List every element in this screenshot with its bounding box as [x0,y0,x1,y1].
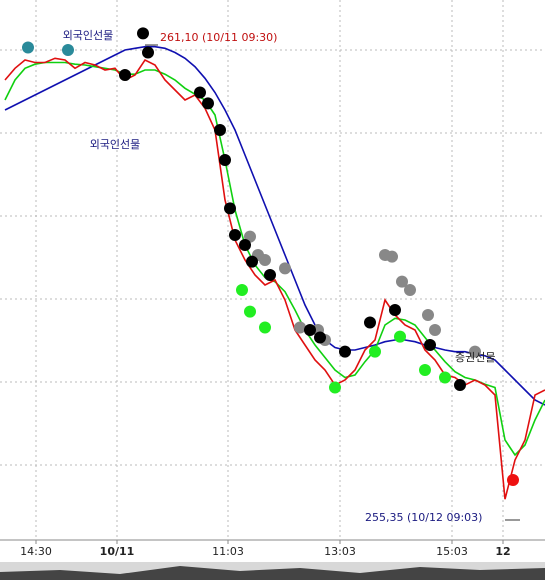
dot-marker [394,330,406,343]
dot-marker [507,474,519,486]
annotation: 255,35 (10/12 09:03) [365,511,482,524]
dot-marker [224,202,236,215]
dot-marker [454,379,466,391]
dot-marker [396,275,408,288]
dot-marker [62,44,74,56]
dot-marker [329,381,341,394]
h-grid [0,49,545,466]
x-tick-label: 12 [495,545,510,558]
dot-marker [304,324,316,336]
x-tick-label: 13:03 [324,545,356,558]
dot-marker [259,254,271,266]
dot-marker [424,339,436,351]
dot-marker [214,124,226,136]
dot-marker [279,262,291,275]
dot-marker [422,309,434,321]
dot-marker [364,316,376,329]
annotation: 외국인선물 [63,29,114,42]
dot-marker [259,321,271,334]
dot-marker [22,41,34,54]
dot-marker [239,239,251,251]
dot-marker [469,345,481,358]
dot-marker [294,321,306,334]
x-tick-label: 14:30 [20,545,52,558]
series-line [4,57,545,500]
dot-marker [246,255,258,268]
x-tick-label: 15:03 [436,545,468,558]
dot-marker [202,97,214,110]
dot-marker [244,305,256,318]
plot [4,0,545,540]
dot-marker [389,304,401,316]
dot-marker [439,371,451,384]
dot-marker [119,69,131,81]
x-tick-label: 10/11 [100,545,135,558]
dot-marker [429,324,441,336]
annotation: 증권선물 [455,351,495,364]
volume-area [0,566,545,580]
dot-marker [419,364,431,376]
dot-marker [219,154,231,166]
dot-marker [229,229,241,241]
dot-marker [194,86,206,99]
dot-marker [339,345,351,358]
dot-marker [386,250,398,263]
x-tick-label: 11:03 [212,545,244,558]
annotation: 외국인선물 [90,138,141,151]
dot-marker [137,27,149,40]
dot-marker [314,331,326,344]
annotation: 261,10 (10/11 09:30) [160,31,277,44]
dot-marker [264,269,276,281]
dot-marker [404,284,416,296]
dot-marker [142,46,154,59]
dot-marker [369,345,381,358]
dot-marker [236,284,248,296]
